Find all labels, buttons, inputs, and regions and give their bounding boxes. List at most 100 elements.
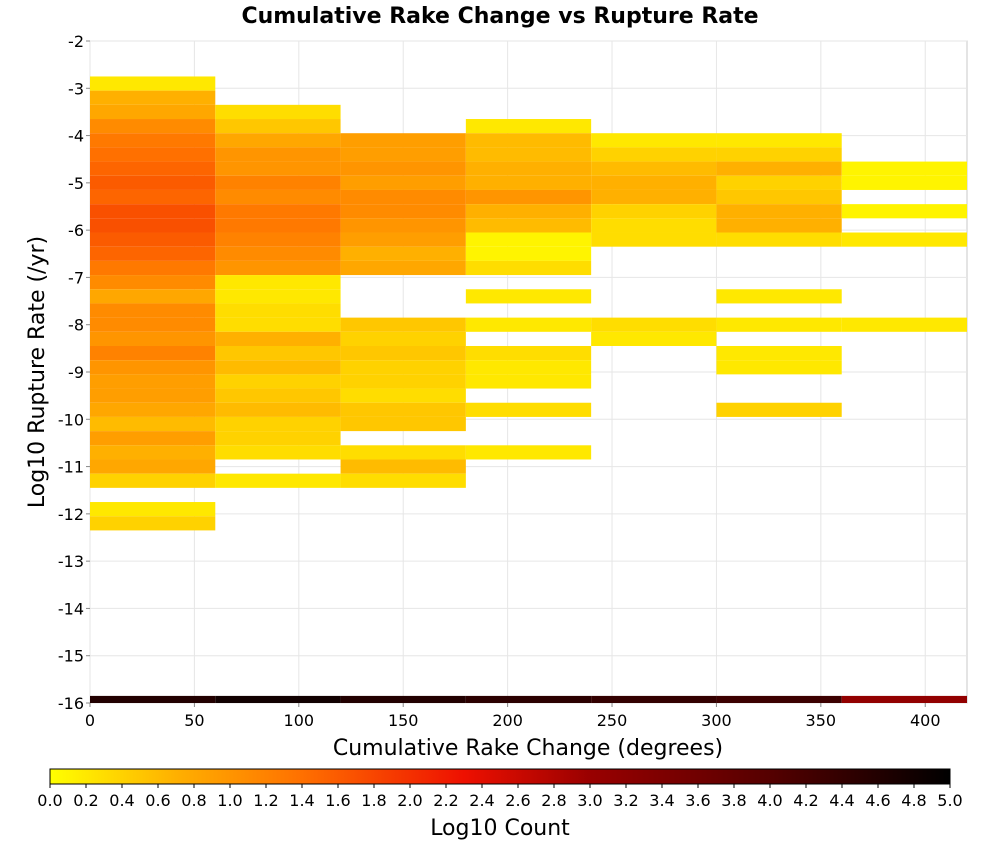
heatmap-cell	[340, 445, 466, 460]
heatmap-cell	[841, 695, 967, 703]
heatmap-cell	[90, 175, 216, 190]
heatmap-cell	[90, 516, 216, 531]
heatmap-cell	[90, 445, 216, 460]
heatmap-cell	[340, 260, 466, 276]
heatmap-cell	[90, 218, 216, 233]
heatmap-cell	[90, 204, 216, 219]
heatmap-cell	[716, 345, 842, 361]
heatmap-cell	[90, 90, 216, 105]
heatmap-cell	[716, 189, 842, 205]
heatmap-cell	[340, 161, 466, 176]
heatmap-cell	[591, 175, 717, 190]
heatmap-cell	[215, 218, 341, 233]
colorbar-tick-label: 3.6	[685, 791, 710, 810]
heatmap-cell	[340, 360, 466, 375]
heatmap-cell	[465, 175, 592, 190]
x-tick-label: 400	[910, 711, 941, 730]
colorbar-tick-label: 3.4	[649, 791, 674, 810]
heatmap-cell	[465, 246, 592, 261]
heatmap-cell	[716, 161, 842, 176]
heatmap-cell	[215, 388, 341, 403]
colorbar-tick-label: 0.6	[145, 791, 170, 810]
heatmap-cell	[215, 317, 341, 332]
y-tick-label: -13	[58, 552, 84, 571]
heatmap-cell	[465, 445, 592, 460]
heatmap-cell	[716, 289, 842, 304]
heatmap-cell	[340, 232, 466, 247]
chart-title: Cumulative Rake Change vs Rupture Rate	[241, 4, 758, 29]
heatmap-cell	[215, 119, 341, 134]
x-axis-ticks: 0 50 100 150 200 250 300 350 400	[85, 703, 941, 730]
heatmap-cell	[90, 161, 216, 176]
heatmap-cell	[716, 204, 842, 219]
heatmap-cell	[215, 204, 341, 219]
heatmap-cell	[340, 133, 466, 148]
heatmap-cell	[215, 175, 341, 190]
heatmap-cell	[716, 218, 842, 233]
colorbar-tick-label: 2.2	[433, 791, 458, 810]
colorbar-tick-label: 0.2	[73, 791, 98, 810]
heatmap-cell	[90, 473, 216, 488]
colorbar-tick-label: 4.2	[793, 791, 818, 810]
colorbar-label: Log10 Count	[430, 816, 570, 841]
heatmap-cell	[465, 161, 592, 176]
heatmap-cell	[90, 232, 216, 247]
x-tick-label: 100	[284, 711, 315, 730]
heatmap-cell	[340, 317, 466, 332]
y-tick-label: -8	[68, 316, 84, 335]
heatmap-cell	[340, 218, 466, 233]
heatmap-cell	[841, 161, 967, 176]
colorbar-tick-label: 5.0	[937, 791, 962, 810]
heatmap-cell	[90, 402, 216, 417]
heatmap-cell	[90, 119, 216, 134]
heatmap-cell	[841, 317, 967, 332]
heatmap-cell	[716, 133, 842, 148]
heatmap-cell	[90, 345, 216, 361]
heatmap-cell	[90, 189, 216, 205]
heatmap-cell	[215, 189, 341, 205]
y-tick-label: -10	[58, 410, 84, 429]
y-tick-label: -15	[58, 647, 84, 666]
colorbar-tick-label: 4.6	[865, 791, 890, 810]
colorbar-tick-label: 3.2	[613, 791, 638, 810]
heatmap-cell	[340, 345, 466, 361]
heatmap-cell	[340, 416, 466, 432]
heatmap-cell	[90, 147, 216, 162]
heatmap-cell	[90, 260, 216, 276]
y-tick-label: -4	[68, 127, 84, 146]
x-tick-label: 250	[597, 711, 628, 730]
colorbar-tick-label: 1.2	[253, 791, 278, 810]
heatmap-cell	[215, 345, 341, 361]
heatmap-cell	[591, 218, 717, 233]
heatmap-cell	[215, 275, 341, 290]
x-tick-label: 50	[184, 711, 204, 730]
heatmap-cell	[716, 402, 842, 417]
heatmap-cell	[90, 431, 216, 446]
heatmap-cell	[90, 360, 216, 375]
heatmap-cell	[465, 147, 592, 162]
y-tick-label: -16	[58, 694, 84, 713]
y-tick-label: -2	[68, 32, 84, 51]
colorbar-tick-label: 0.4	[109, 791, 134, 810]
heatmap-cell	[591, 331, 717, 346]
heatmap-cell	[465, 695, 592, 703]
heatmap-cell	[465, 345, 592, 361]
heatmap-cell	[215, 331, 341, 346]
heatmap-cell	[215, 246, 341, 261]
heatmap-cell	[90, 388, 216, 403]
y-tick-label: -12	[58, 505, 84, 524]
colorbar-ticks: 0.0 0.2 0.4 0.6 0.8 1.0 1.2 1.4 1.6 1.8 2.0 2.2 2.4 2…	[37, 784, 963, 810]
heatmap-cell	[215, 374, 341, 389]
heatmap-cell	[591, 147, 717, 162]
colorbar-tick-label: 2.6	[505, 791, 530, 810]
heatmap-cell	[90, 317, 216, 332]
heatmap-cell	[340, 175, 466, 190]
heatmap-cell	[90, 695, 216, 703]
heatmap-cell	[716, 232, 842, 247]
heatmap-cell	[90, 133, 216, 148]
heatmap-cell	[716, 317, 842, 332]
heatmap-cell	[90, 459, 216, 474]
heatmap-cell	[716, 695, 842, 703]
heatmap-cell	[340, 374, 466, 389]
